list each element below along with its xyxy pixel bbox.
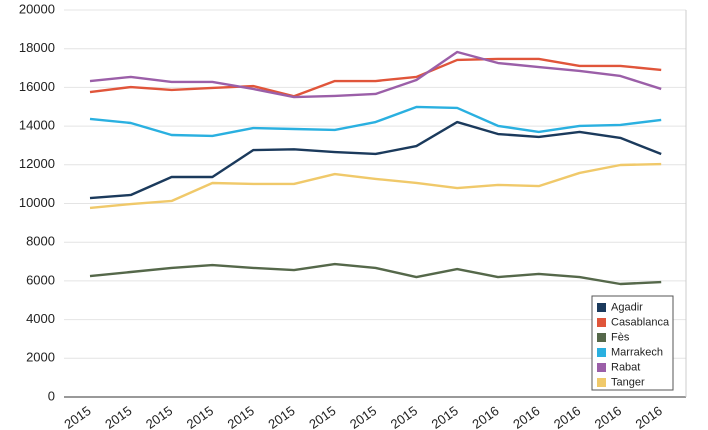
legend-swatch (597, 333, 606, 342)
y-tick-label: 0 (48, 388, 55, 403)
y-tick-label: 12000 (19, 156, 55, 171)
x-tick-label: 2015 (306, 403, 338, 430)
y-tick-label: 6000 (26, 272, 55, 287)
x-tick-label: 2016 (510, 403, 542, 430)
x-tick-label: 2015 (388, 403, 420, 430)
x-tick-label: 2016 (633, 403, 665, 430)
y-tick-label: 14000 (19, 118, 55, 133)
legend-label: Casablanca (611, 316, 670, 328)
legend: Agadir Casablanca Fès Marrakech Rabat Tanger (591, 295, 674, 391)
line-series (89, 120, 662, 200)
line-series (89, 50, 662, 99)
legend-label: Rabat (611, 361, 640, 373)
legend-label: Agadir (611, 301, 643, 313)
legend-swatch (597, 378, 606, 387)
y-tick-label: 4000 (26, 311, 55, 326)
y-tick-label: 10000 (19, 195, 55, 210)
x-tick-label: 2016 (551, 403, 583, 430)
y-tick-label: 16000 (19, 79, 55, 94)
x-tick-label: 2015 (225, 403, 257, 430)
legend-swatch (597, 303, 606, 312)
legend-swatch (597, 348, 606, 357)
x-tick-label: 2015 (143, 403, 175, 430)
line-series (89, 162, 662, 210)
x-tick-label: 2015 (347, 403, 379, 430)
y-tick-label: 2000 (26, 350, 55, 365)
x-tick-label: 2016 (592, 403, 624, 430)
legend-label: Tanger (611, 376, 645, 388)
x-tick-label: 2015 (102, 403, 134, 430)
x-tick-label: 2015 (61, 403, 93, 430)
y-tick-label: 20000 (19, 1, 55, 16)
x-tick-label: 2016 (469, 403, 501, 430)
line-series (89, 262, 662, 286)
legend-label: Marrakech (611, 346, 663, 358)
x-tick-label: 2015 (429, 403, 461, 430)
x-tick-label: 2015 (265, 403, 297, 430)
legend-swatch (597, 363, 606, 372)
line-series (89, 57, 662, 98)
y-tick-label: 8000 (26, 234, 55, 249)
x-tick-label: 2015 (184, 403, 216, 430)
legend-swatch (597, 318, 606, 327)
line-series (89, 105, 662, 138)
legend-label: Fès (611, 331, 630, 343)
y-tick-label: 18000 (19, 40, 55, 55)
